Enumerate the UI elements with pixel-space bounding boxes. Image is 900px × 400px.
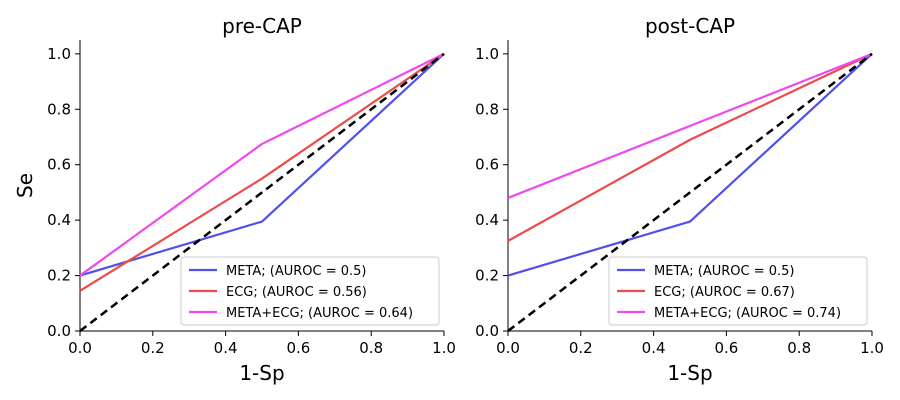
series-line-2 bbox=[79, 52, 445, 292]
y-tick-label: 0.0 bbox=[475, 322, 499, 340]
legend-entry: META+ECG; (AUROC = 0.74) bbox=[654, 306, 841, 321]
x-tick-label: 0.6 bbox=[714, 339, 738, 357]
x-axis-label: 1-Sp bbox=[667, 361, 712, 385]
y-axis-label: Se bbox=[13, 173, 37, 198]
series-line-1 bbox=[507, 53, 873, 277]
legend-entry: ECG; (AUROC = 0.67) bbox=[654, 285, 795, 300]
series-line-3 bbox=[79, 52, 445, 277]
x-tick-label: 0.2 bbox=[569, 339, 593, 357]
y-tick-label: 0.0 bbox=[47, 322, 71, 340]
x-tick-label: 0.4 bbox=[642, 339, 666, 357]
chance-diagonal bbox=[79, 52, 445, 332]
legend-box bbox=[608, 256, 868, 326]
y-tick-label: 0.2 bbox=[47, 267, 71, 285]
legend-entry: ECG; (AUROC = 0.56) bbox=[226, 285, 367, 300]
x-axis-label: 1-Sp bbox=[239, 361, 284, 385]
chart-title: post-CAP bbox=[645, 14, 735, 38]
x-tick-label: 0.2 bbox=[141, 339, 165, 357]
series-line-3 bbox=[507, 52, 873, 199]
series-line-2 bbox=[507, 52, 873, 242]
x-tick-label: 1.0 bbox=[860, 339, 884, 357]
legend-box bbox=[180, 256, 440, 326]
y-tick-label: 0.8 bbox=[47, 100, 71, 118]
x-tick-label: 0.6 bbox=[286, 339, 310, 357]
y-tick-label: 1.0 bbox=[47, 45, 71, 63]
legend-entry: META; (AUROC = 0.5) bbox=[654, 264, 795, 279]
series-line-1 bbox=[79, 53, 445, 277]
legend-entry: META+ECG; (AUROC = 0.64) bbox=[226, 306, 413, 321]
chart-panel-2: post-CAP 0.0 0.2 0.4 0.6 0.8 1.0 0.0 0.2 0.4 0.6 0.… bbox=[475, 14, 884, 385]
chart-title: pre-CAP bbox=[222, 14, 302, 38]
y-tick-label: 0.4 bbox=[47, 211, 71, 229]
chart-panel-1: pre-CAP 0.0 0.2 0.4 0.6 0.8 1.0 0.0 0.2 0.4 0.6 0.8… bbox=[13, 14, 456, 385]
y-tick-label: 0.8 bbox=[475, 100, 499, 118]
y-tick-label: 0.6 bbox=[475, 156, 499, 174]
x-tick-label: 0.0 bbox=[496, 339, 520, 357]
y-tick-label: 1.0 bbox=[475, 45, 499, 63]
x-tick-label: 0.8 bbox=[359, 339, 383, 357]
x-tick-label: 0.4 bbox=[214, 339, 238, 357]
y-tick-label: 0.2 bbox=[475, 267, 499, 285]
x-tick-label: 0.0 bbox=[68, 339, 92, 357]
y-tick-label: 0.4 bbox=[475, 211, 499, 229]
x-tick-label: 1.0 bbox=[432, 339, 456, 357]
y-tick-label: 0.6 bbox=[47, 156, 71, 174]
legend-entry: META; (AUROC = 0.5) bbox=[226, 264, 367, 279]
x-tick-label: 0.8 bbox=[787, 339, 811, 357]
chance-diagonal bbox=[507, 52, 873, 332]
